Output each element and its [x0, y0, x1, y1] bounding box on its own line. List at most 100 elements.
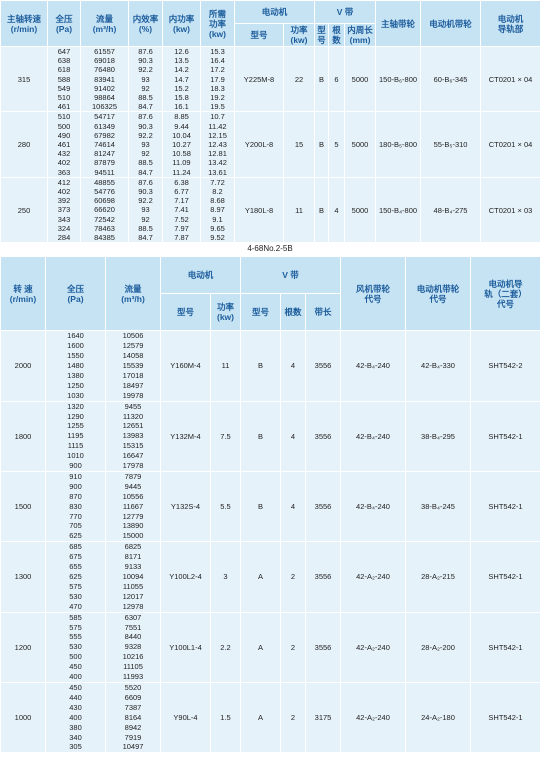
value: 555 [45, 632, 106, 643]
value: 8.68 [200, 196, 235, 206]
value: 12.81 [200, 149, 235, 159]
header-cell: 电动机 导轨部 [480, 0, 540, 47]
value: 1640 [45, 330, 106, 342]
value: 15.2 [162, 83, 201, 94]
data-row: 1000 450 5520 Y90L-4 1.5 A 2 3175 42-A₂-240 24-A₂… [0, 681, 540, 753]
value: 1290 [45, 411, 106, 422]
data-row: 1195 13983 [1, 431, 540, 442]
data-row: 530 9328 [1, 642, 540, 653]
value: 93 [128, 140, 163, 150]
value: 11993 [105, 672, 161, 683]
caption: 4-68No.2-5B [247, 244, 293, 254]
value: 440 [45, 692, 106, 703]
value: 530 [45, 642, 106, 653]
value: 588 [47, 74, 81, 84]
value: 12017 [105, 591, 161, 602]
spec: Y160M-4 [160, 330, 211, 402]
value: 93 [128, 205, 163, 215]
value: 88.5 [128, 158, 163, 168]
header-cell: 电动机带轮 代号 [405, 256, 472, 332]
spec: Y100L1-4 [160, 611, 211, 683]
data-row: 400 11993 [1, 672, 540, 683]
value: 87.6 [128, 46, 163, 57]
data-row: 1200 585 6307 Y100L1-4 2.2 A 2 3556 42-A₂-240 28-… [0, 611, 540, 683]
header-cell: 电动机导 轨（二套） 代号 [470, 256, 540, 332]
value: 870 [45, 491, 106, 502]
speed: 1300 [0, 541, 46, 613]
spec: Y132S-4 [160, 470, 211, 542]
value: 830 [45, 501, 106, 512]
spec: 42-B₄-240 [340, 330, 407, 402]
value: 83941 [80, 74, 129, 84]
value: 510 [47, 93, 81, 103]
value: 705 [45, 521, 106, 532]
value: 9.1 [200, 214, 235, 224]
value: 7.72 [200, 176, 235, 188]
data-row: 373 66620 93 7.41 8.97 [1, 205, 540, 215]
value: 1550 [45, 351, 106, 361]
data-row: 1600 12579 [1, 341, 540, 352]
spec: 150-B₆-800 [375, 45, 422, 112]
value: 450 [45, 681, 106, 693]
data-row: 450 11105 [1, 662, 540, 673]
header-row: 主轴转速 (r/min) 全压 (Pa) 流量 (m³/h) 内效率 (%) 内功率 (… [0, 0, 540, 47]
spec: 5000 [344, 176, 377, 243]
value: 1115 [45, 441, 106, 452]
spec: 11 [282, 176, 316, 243]
data-row: 830 11667 [1, 501, 540, 512]
data-row: 315 647 61557 87.6 12.6 15.3 Y225M-8 22 B 6 5000 15… [0, 45, 540, 112]
spec: A [240, 541, 282, 613]
value: 373 [47, 205, 81, 215]
spec: B [314, 45, 330, 112]
value: 625 [45, 531, 106, 542]
spec: SHT542-1 [470, 611, 540, 683]
spec: 3556 [305, 400, 342, 472]
value: 675 [45, 552, 106, 563]
value: 10.27 [162, 140, 201, 150]
data-row: 402 87879 88.5 11.09 13.42 [1, 158, 540, 168]
spec: 3556 [305, 611, 342, 683]
data-row: 705 13890 [1, 521, 540, 532]
header-cell: 电动机 [159, 256, 242, 295]
data-row: 340 7919 [1, 732, 540, 743]
value: 9133 [105, 562, 161, 573]
speed: 1800 [0, 400, 46, 472]
value: 78463 [80, 223, 129, 234]
value: 18.3 [200, 83, 235, 94]
value: 94511 [80, 167, 129, 178]
data-row: 1250 18497 [1, 380, 540, 391]
header-cell: V 带 [240, 256, 342, 295]
data-row: 575 7551 [1, 622, 540, 633]
spec: Y225M-8 [234, 45, 284, 112]
value: 10.58 [162, 149, 201, 159]
spec: 38-B₄-295 [405, 400, 472, 472]
value: 8.97 [200, 205, 235, 215]
value: 8.85 [162, 111, 201, 122]
data-row: 1030 19978 [1, 390, 540, 402]
value: 84.7 [128, 233, 163, 243]
value: 16.1 [162, 102, 201, 112]
value: 8171 [105, 552, 161, 563]
value: 400 [45, 712, 106, 723]
header-cell: 所需 功率 (kw) [200, 0, 235, 47]
value: 10497 [105, 742, 161, 753]
value: 1380 [45, 370, 106, 381]
header-cell: 电动机带轮 [420, 0, 482, 47]
header-cell: 主轴带轮 [375, 0, 422, 47]
value: 13.42 [200, 158, 235, 168]
spec: 3556 [305, 330, 342, 402]
spec: 28-A₂-215 [405, 541, 472, 613]
value: 7551 [105, 622, 161, 633]
spec: SHT542-1 [470, 681, 540, 753]
data-row: 400 8164 [1, 712, 540, 723]
value: 575 [45, 581, 106, 592]
spec: 5 [328, 111, 346, 178]
value: 17.2 [200, 65, 235, 75]
value: 12.15 [200, 130, 235, 141]
value: 1480 [45, 360, 106, 371]
value: 16647 [105, 451, 161, 462]
value: 10506 [105, 330, 161, 342]
value: 81247 [80, 149, 129, 159]
value: 770 [45, 511, 106, 522]
value: 402 [47, 158, 81, 168]
